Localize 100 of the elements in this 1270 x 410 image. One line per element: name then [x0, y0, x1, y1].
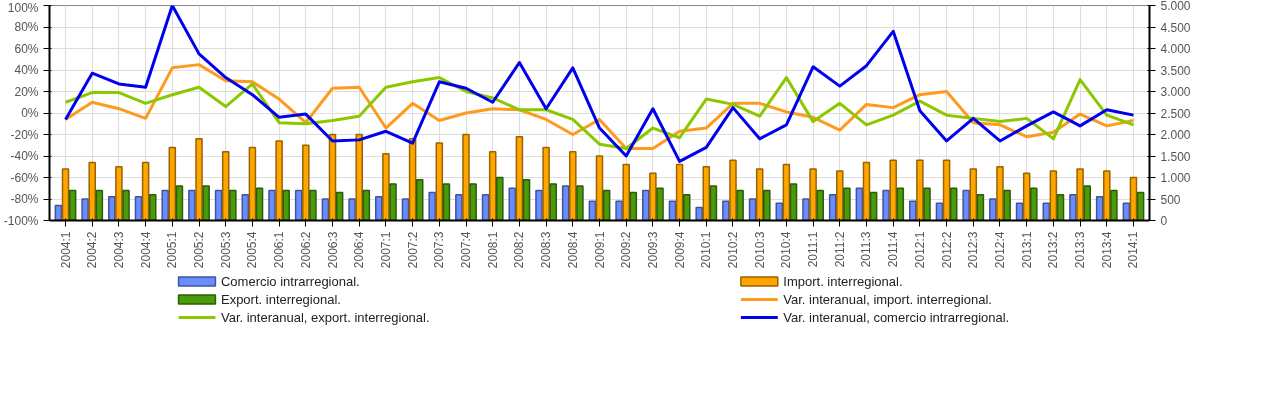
y2-tick-label: 3.500: [1160, 63, 1191, 78]
bar: [294, 189, 303, 221]
x-tick-label: 2010:4: [779, 231, 794, 269]
x-tick-label: 2004:2: [85, 231, 100, 269]
x-tick-label: 2012:4: [992, 231, 1007, 269]
x-tick-label: 2005:1: [165, 231, 180, 269]
bar: [1136, 191, 1145, 221]
bar: [88, 161, 96, 221]
x-tick-label: 2005:4: [245, 231, 260, 269]
bar: [435, 142, 444, 221]
bar: [508, 187, 517, 221]
bar: [908, 200, 917, 221]
bar: [122, 189, 130, 221]
x-tick-label: 2007:3: [432, 231, 447, 269]
bar: [1076, 168, 1084, 221]
y2-tick-label: 1.500: [1160, 149, 1191, 164]
y-tick-label: 60%: [14, 41, 39, 56]
bar: [515, 135, 524, 221]
y-tick-label: 100%: [7, 0, 39, 15]
bar: [1030, 187, 1038, 221]
bar: [1129, 176, 1138, 221]
legend-label: Var. interanual, import. interregional.: [783, 292, 992, 307]
bar: [415, 178, 424, 221]
bar: [1056, 193, 1065, 221]
x-tick-label: 2011:3: [859, 231, 874, 268]
x-tick-label: 2010:3: [752, 231, 767, 269]
bar: [148, 193, 157, 221]
y2-tick-label: 2.500: [1160, 106, 1191, 121]
bar: [428, 191, 436, 221]
y2-tick-label: 5.000: [1160, 0, 1191, 13]
y-tick-label: 80%: [14, 20, 39, 34]
bar: [1103, 170, 1111, 221]
x-tick-label: 2013:4: [1099, 231, 1114, 269]
bar: [722, 200, 730, 221]
x-tick-label: 2013:2: [1046, 231, 1061, 269]
x-tick-label: 2010:1: [699, 231, 714, 269]
x-tick-label: 2011:4: [886, 231, 901, 268]
bar: [241, 193, 250, 221]
x-tick-label: 2004:1: [58, 231, 73, 269]
bar: [309, 189, 317, 221]
bar: [622, 163, 630, 221]
bar: [488, 150, 497, 221]
bar: [455, 193, 463, 221]
bar: [709, 185, 718, 221]
bar: [755, 168, 764, 221]
bar: [542, 146, 550, 221]
bar: [882, 189, 890, 221]
bar: [442, 183, 451, 221]
bar: [802, 198, 810, 221]
bar: [229, 189, 237, 221]
bar: [1110, 189, 1118, 221]
x-tick-label: 2009:3: [645, 231, 660, 269]
bar: [61, 168, 70, 221]
bar: [1003, 189, 1011, 221]
bar: [275, 140, 283, 221]
bar: [462, 133, 470, 221]
bar: [214, 189, 223, 221]
bar: [535, 189, 543, 221]
y2-tick-label: 4.000: [1160, 42, 1191, 56]
legend-label: Import. interregional.: [783, 274, 903, 289]
bar: [763, 189, 771, 221]
y-tick-label: 0%: [21, 106, 39, 120]
bar: [843, 187, 851, 221]
x-tick-label: 2010:2: [726, 231, 740, 269]
bar: [682, 193, 691, 221]
bar: [268, 189, 276, 221]
bar: [789, 183, 798, 221]
x-tick-label: 2009:1: [592, 231, 607, 269]
bar: [375, 196, 383, 221]
y-tick-label: -100%: [3, 213, 39, 228]
y2-tick-label: 2.000: [1160, 128, 1191, 142]
bar: [335, 191, 344, 221]
bar: [595, 155, 604, 221]
bar: [54, 204, 63, 221]
x-tick-label: 2006:3: [325, 231, 340, 269]
bar: [588, 200, 597, 221]
y-tick-label: -80%: [10, 192, 39, 206]
y-tick-label: 20%: [14, 84, 39, 99]
x-tick-label: 2007:4: [459, 231, 473, 269]
bar: [896, 187, 905, 221]
bar: [649, 172, 657, 221]
bar: [81, 198, 89, 221]
x-tick-label: 2012:3: [966, 231, 981, 269]
bar: [828, 193, 837, 221]
x-tick-label: 2008:1: [485, 231, 500, 269]
bar: [469, 183, 477, 221]
bar: [668, 200, 677, 221]
bar: [942, 159, 951, 221]
bar: [923, 187, 931, 221]
x-tick-label: 2011:1: [806, 231, 821, 268]
bar: [989, 198, 997, 221]
bar: [816, 189, 824, 221]
bar: [656, 187, 664, 221]
bar: [522, 178, 531, 221]
line-series: [64, 5, 1135, 163]
bar: [175, 185, 184, 221]
bar: [1083, 185, 1091, 221]
bar: [869, 191, 878, 221]
bar: [969, 168, 978, 221]
bar: [855, 187, 864, 221]
